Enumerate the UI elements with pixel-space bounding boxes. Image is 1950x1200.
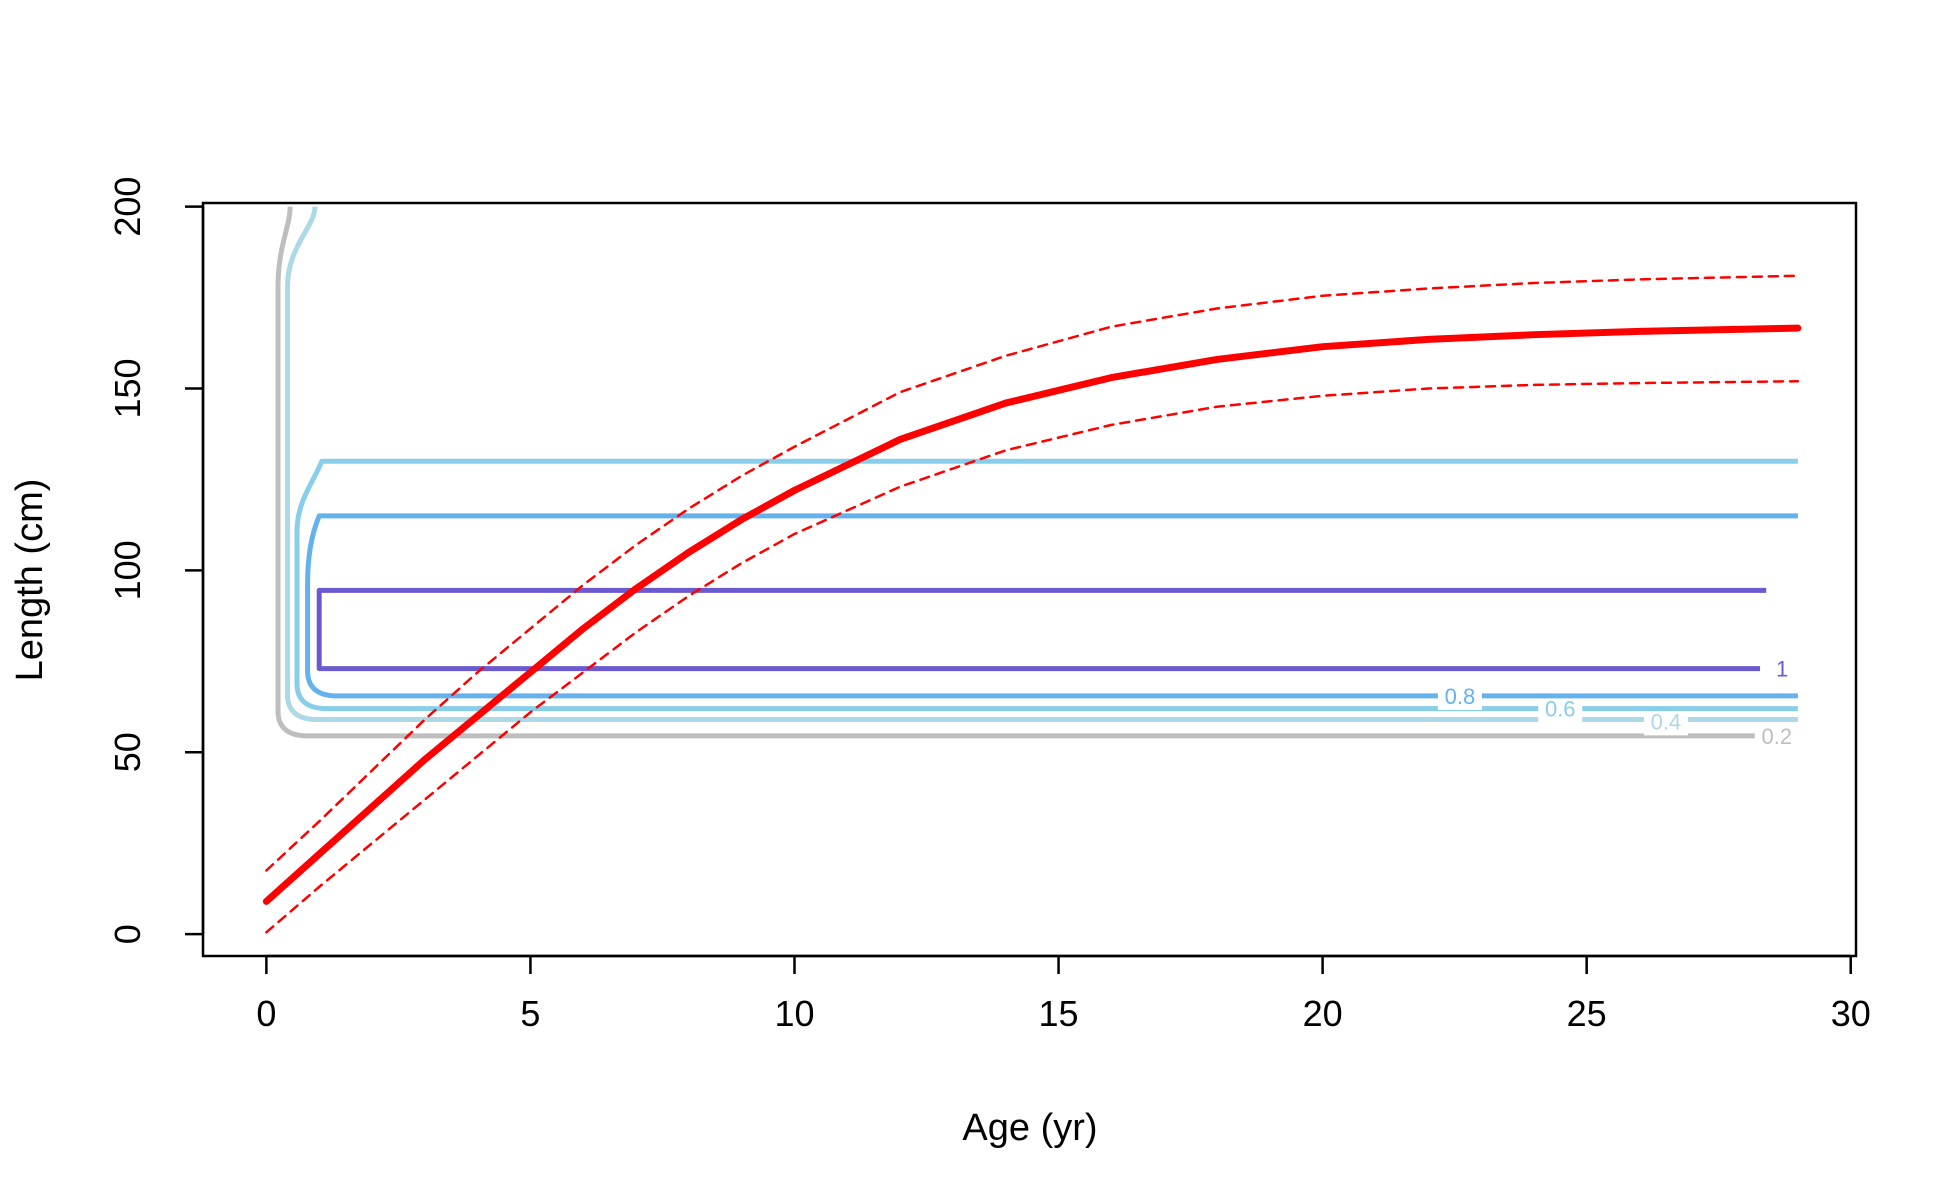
- x-tick-label: 20: [1303, 993, 1343, 1034]
- contour-line-1: [316, 587, 1767, 672]
- contour-label-0.2: 0.2: [1761, 724, 1792, 749]
- contour-label-gap: [1754, 721, 1799, 750]
- contour-line-0.2: [275, 206, 1798, 739]
- x-tick-label: 15: [1039, 993, 1079, 1034]
- series-mean-growth: [262, 324, 1802, 905]
- contour-label-gap: [1538, 694, 1583, 723]
- x-tick-label: 5: [520, 993, 540, 1034]
- x-tick-label: 30: [1831, 993, 1871, 1034]
- series-layer: [262, 274, 1802, 934]
- contour-label-gap: [1437, 681, 1482, 710]
- contour-label-0.4: 0.4: [1651, 709, 1682, 734]
- y-tick-label: 50: [107, 732, 148, 772]
- x-axis-label: Age (yr): [962, 1107, 1097, 1149]
- y-tick-label: 100: [107, 540, 148, 600]
- contour-label-gap: [1760, 654, 1805, 683]
- y-axis-label: Length (cm): [9, 479, 51, 682]
- y-tick-label: 200: [107, 177, 148, 237]
- contour-label-0.8: 0.8: [1445, 684, 1476, 709]
- y-axis: 0 50 100 150 200: [107, 177, 205, 944]
- contour-label-0.6: 0.6: [1545, 697, 1576, 722]
- x-axis: 0 5 10 15 20 25 30: [256, 954, 1871, 1034]
- y-tick-label: 0: [107, 924, 148, 944]
- contour-line-0.6: [294, 458, 1798, 712]
- plot-frame: [201, 201, 1858, 958]
- x-tick-label: 0: [256, 993, 276, 1034]
- y-tick-label: 150: [107, 358, 148, 418]
- contour-label-1: 1: [1776, 657, 1788, 682]
- series-lower-bound: [265, 379, 1800, 934]
- contour-label-gap: [1643, 707, 1688, 736]
- contour-line-0.8: [305, 513, 1798, 699]
- x-tick-label: 10: [774, 993, 814, 1034]
- series-upper-bound: [265, 274, 1800, 872]
- contour-line-0.4: [284, 206, 1798, 723]
- x-tick-label: 25: [1567, 993, 1607, 1034]
- contour-layer: 0.2 0.4 0.6 0.8 1: [275, 206, 1805, 750]
